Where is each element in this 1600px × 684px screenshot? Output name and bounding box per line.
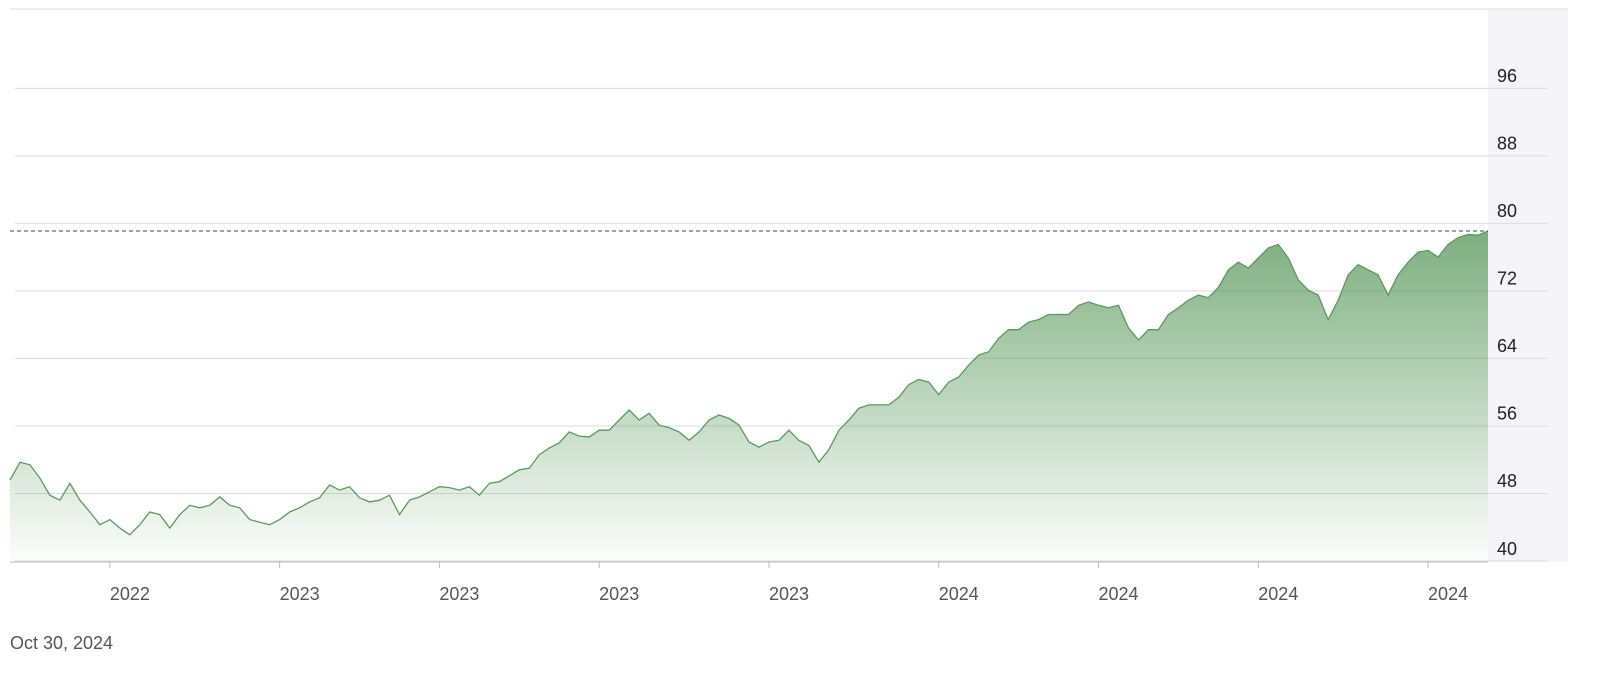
y-tick-label: 56 — [1497, 404, 1517, 424]
x-tick-label: 2024 — [1099, 584, 1139, 604]
y-tick-label: 80 — [1497, 201, 1517, 221]
y-tick-label: 40 — [1497, 539, 1517, 559]
x-tick-label: 2023 — [769, 584, 809, 604]
date-label: Oct 30, 2024 — [10, 633, 113, 653]
x-tick-label: 2023 — [599, 584, 639, 604]
x-tick-label: 2022 — [110, 584, 150, 604]
price-line — [9, 230, 1489, 536]
y-tick-label: 64 — [1497, 336, 1517, 356]
y-tick-label: 72 — [1497, 269, 1517, 289]
x-tick-label: 2024 — [1258, 584, 1298, 604]
price-panel — [1488, 9, 1568, 562]
x-tick-label: 2024 — [1428, 584, 1468, 604]
x-tick-label: 2023 — [439, 584, 479, 604]
y-tick-label: 88 — [1497, 134, 1517, 154]
y-tick-label: 48 — [1497, 471, 1517, 491]
area-fill — [10, 231, 1488, 561]
x-tick-label: 2023 — [280, 584, 320, 604]
x-tick-label: 2024 — [939, 584, 979, 604]
y-tick-label: 96 — [1497, 66, 1517, 86]
